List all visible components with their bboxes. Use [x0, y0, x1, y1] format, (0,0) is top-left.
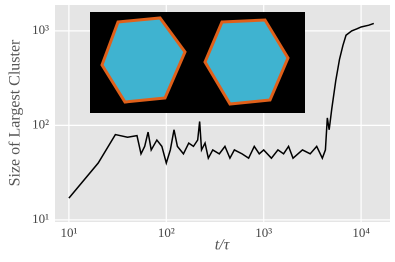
data-line — [68, 22, 375, 199]
x-axis-label: t/τ — [215, 237, 231, 254]
x-tick-label: 10¹ — [60, 225, 77, 240]
x-tick-label: 10⁴ — [352, 225, 370, 240]
x-tick-label: 10³ — [255, 225, 272, 240]
y-tick-label: 10¹ — [32, 211, 49, 226]
inset-image — [90, 12, 305, 113]
y-tick-label: 10² — [32, 116, 49, 131]
x-tick-label: 10² — [158, 225, 175, 240]
y-axis-label: Size of Largest Cluster — [7, 39, 24, 186]
y-tick-label: 10³ — [32, 22, 49, 37]
